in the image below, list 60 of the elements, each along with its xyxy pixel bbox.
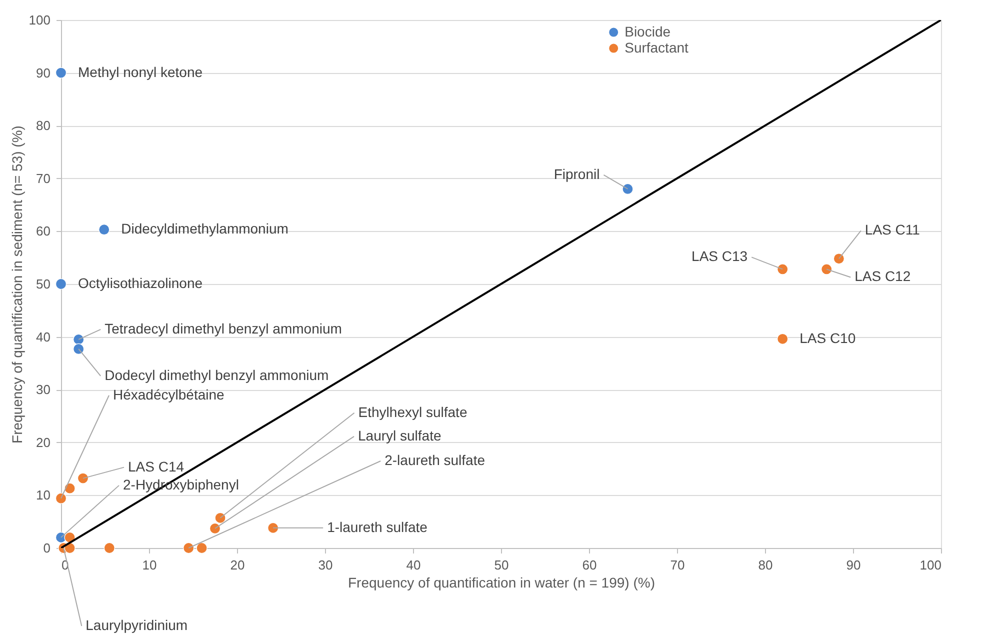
x-tick-label: 40: [406, 558, 421, 572]
x-tick-label: 80: [758, 558, 773, 572]
point: [777, 333, 788, 344]
point: [209, 522, 221, 534]
annotation: 2-laureth sulfate: [384, 452, 486, 468]
point: [622, 183, 634, 194]
point: [777, 264, 788, 275]
annotation: 1-laureth sulfate: [327, 518, 428, 535]
point: [104, 542, 115, 554]
point: [268, 522, 279, 534]
y-axis-title: Frequency of quantification in sediment (n= 53) (%): [8, 126, 25, 444]
y-tick-label: 40: [36, 329, 50, 344]
y-tick-label: 20: [36, 434, 50, 450]
y-tick-label: 10: [36, 488, 50, 503]
point: [77, 472, 89, 484]
x-axis-title: Frequency of quantification in water (n = 199) (%): [348, 574, 655, 590]
y-tick-label: 0: [43, 540, 50, 556]
x-tick-label: 50: [494, 558, 509, 572]
point: [73, 343, 84, 354]
y-tick-label: 100: [28, 12, 50, 28]
y-tick-label: 60: [36, 224, 50, 239]
annotation: Methyl nonyl ketone: [78, 64, 203, 80]
x-tick-label: 30: [318, 558, 333, 572]
point: [64, 482, 76, 494]
y-tick-label: 70: [36, 170, 50, 186]
y-tick-label: 80: [36, 118, 50, 134]
annotation: LAS C10: [800, 330, 856, 346]
annotation: Fipronil: [554, 166, 600, 182]
annotation: Laurylpyridinium: [86, 617, 188, 633]
point: [183, 542, 194, 554]
annotation: LAS C14: [128, 458, 184, 474]
annotation: Didecyldimethylammonium: [121, 220, 288, 237]
y-tick-label: 30: [36, 382, 50, 398]
annotation: LAS C11: [864, 222, 920, 238]
annotation: LAS C12: [854, 268, 911, 284]
x-tick-label: 70: [670, 558, 685, 572]
x-tick-label: 100: [920, 558, 942, 572]
point: [55, 492, 67, 504]
annotation: Héxadécylbétaine: [113, 386, 225, 402]
legend-label: Biocide: [624, 23, 671, 40]
y-tick-label: 90: [36, 65, 50, 80]
annotation: Dodecyl dimethyl benzyl ammonium: [104, 366, 329, 383]
annotation: Ethylhexyl sulfate: [358, 404, 468, 420]
point: [196, 542, 208, 554]
legend-label: Surfactant: [624, 39, 689, 56]
point: [98, 224, 110, 236]
x-tick-label: 10: [142, 558, 157, 572]
annotation: Lauryl sulfate: [358, 427, 442, 444]
annotation: Octylisothiazolinone: [78, 275, 203, 291]
x-tick-label: 90: [846, 558, 861, 572]
annotation: LAS C13: [692, 248, 748, 264]
y-tick-label: 50: [36, 276, 50, 292]
point: [55, 67, 67, 78]
x-tick-label: 60: [582, 558, 597, 572]
point: [833, 253, 844, 264]
x-tick-label: 20: [230, 558, 245, 572]
point: [214, 512, 226, 524]
point: [55, 278, 67, 290]
annotation: Tetradecyl dimethyl benzyl ammonium: [104, 320, 342, 336]
point: [821, 264, 832, 275]
